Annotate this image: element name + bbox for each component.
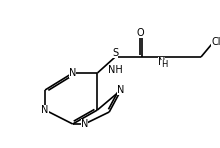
Text: N: N [41, 105, 49, 115]
Text: N: N [158, 57, 165, 67]
Text: S: S [112, 48, 118, 58]
Text: Cl: Cl [211, 37, 220, 47]
Text: N: N [81, 119, 88, 129]
Text: O: O [137, 28, 145, 38]
Text: H: H [161, 60, 167, 69]
Text: NH: NH [108, 65, 123, 75]
Text: N: N [117, 85, 125, 95]
Text: N: N [69, 68, 76, 78]
